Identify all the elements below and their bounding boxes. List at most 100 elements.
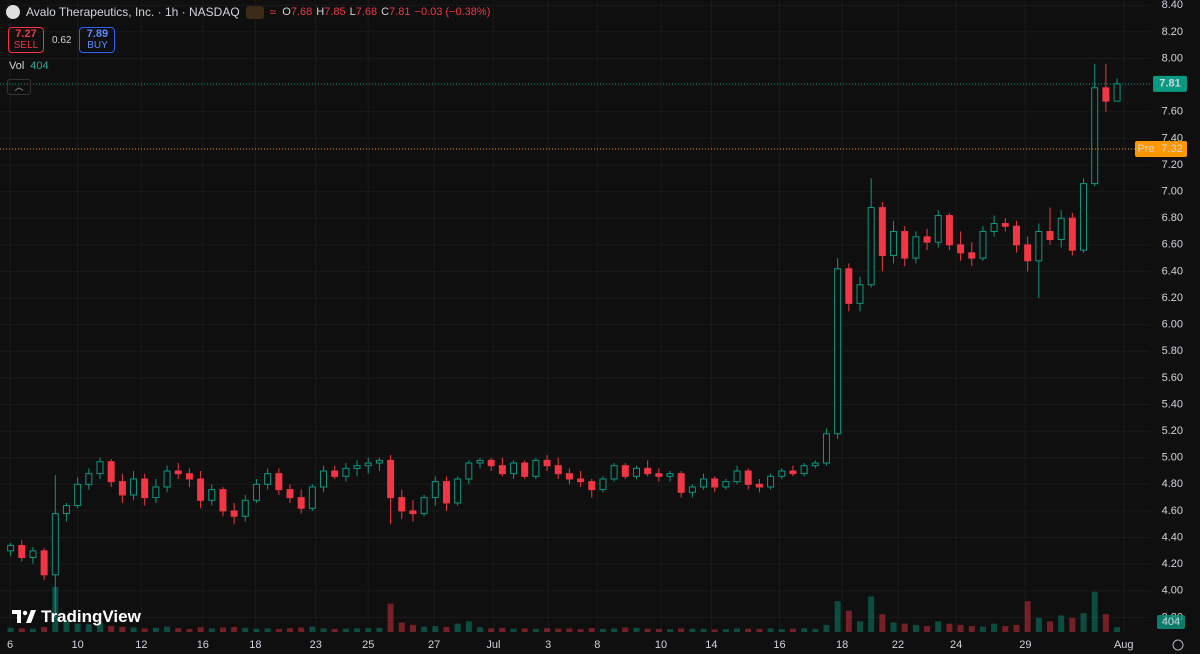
candle-body xyxy=(498,465,506,475)
ohlc-value: 7.81 xyxy=(389,6,411,18)
volume-bar xyxy=(63,621,70,632)
volume-bar xyxy=(599,628,606,632)
market-status-icon[interactable] xyxy=(245,5,264,19)
last-price-tag xyxy=(1153,75,1187,92)
candle-body xyxy=(1080,183,1088,251)
volume-bar xyxy=(253,628,260,632)
candle-body xyxy=(800,465,808,475)
x-tick-label: 6 xyxy=(7,639,13,651)
sell-button[interactable]: 7.27 SELL xyxy=(8,27,44,53)
volume-bar xyxy=(1080,613,1087,632)
candle-body xyxy=(152,486,160,499)
volume-bar xyxy=(119,627,126,632)
y-tick-label: 4.60 xyxy=(1162,505,1183,517)
candle-body xyxy=(554,465,562,475)
candle-body xyxy=(945,215,953,246)
y-tick-label: 6.60 xyxy=(1162,239,1183,251)
sell-price: 7.27 xyxy=(15,28,37,40)
candle-body xyxy=(398,497,406,512)
candle-body xyxy=(811,462,819,467)
spread: 0.62 xyxy=(52,34,72,46)
candle-body xyxy=(890,231,898,256)
y-tick-label: 5.20 xyxy=(1162,425,1183,437)
candle-body xyxy=(644,467,652,475)
candle-body xyxy=(387,459,395,499)
candle-body xyxy=(957,244,965,254)
volume-bar xyxy=(812,628,819,632)
candle-body xyxy=(968,252,976,259)
volume-bar xyxy=(924,626,931,632)
volume-bar xyxy=(901,623,908,632)
volume-bar xyxy=(510,628,517,632)
candle-body xyxy=(755,483,763,488)
candle-body xyxy=(364,462,372,467)
x-tick-label: 18 xyxy=(836,639,848,651)
volume-bar xyxy=(778,629,785,632)
candle-body xyxy=(677,473,685,493)
volume-bar xyxy=(354,628,361,632)
volume-bar xyxy=(633,627,640,632)
volume-bar xyxy=(1091,591,1098,632)
candle-body xyxy=(7,545,15,552)
volume-bar xyxy=(1114,627,1121,632)
candle-body xyxy=(543,459,551,467)
candle-body xyxy=(610,465,618,480)
logo-text: TradingView xyxy=(41,607,141,626)
data-delay-icon[interactable]: ≈ xyxy=(269,5,277,19)
volume-bar xyxy=(197,627,204,632)
volume-bar xyxy=(97,622,103,632)
collapse-button[interactable]: ︿ xyxy=(7,79,31,95)
ohlc-letter: O xyxy=(282,6,291,18)
settings-button[interactable] xyxy=(1172,639,1184,651)
ohlc-values: O7.68 H7.85 L7.68 C7.81 −0.03 (−0.38%) xyxy=(282,6,490,18)
volume-bar xyxy=(879,614,886,632)
candle-body xyxy=(264,473,272,485)
volume-bar xyxy=(41,627,48,632)
candle-body xyxy=(621,465,629,477)
ohlc-letter: C xyxy=(381,6,390,18)
volume-bar xyxy=(722,629,729,632)
volume-bar xyxy=(175,628,182,632)
buy-button[interactable]: 7.89 BUY xyxy=(79,27,116,53)
pre-market-name: Pre xyxy=(1137,143,1154,155)
candle-body xyxy=(1035,231,1043,262)
sell-label: SELL xyxy=(13,40,39,51)
volume-bar xyxy=(555,628,562,632)
volume-bar xyxy=(409,624,416,632)
volume-bar xyxy=(1047,621,1053,632)
volume-bar xyxy=(85,624,92,632)
candle-body xyxy=(197,478,205,501)
candle-body xyxy=(711,478,719,488)
candle-body xyxy=(208,489,216,501)
volume-bar xyxy=(577,629,584,632)
candle-body xyxy=(297,497,305,509)
volume-bar xyxy=(7,627,14,632)
candle-body xyxy=(1113,83,1121,102)
price-change: −0.03 (−0.38%) xyxy=(414,6,491,18)
candle-body xyxy=(1024,244,1032,262)
y-tick-label: 5.00 xyxy=(1162,452,1183,464)
candle-body xyxy=(465,462,473,480)
volume-bar xyxy=(1102,614,1109,632)
volume-bar xyxy=(387,603,394,632)
tradingview-logo: TradingView xyxy=(12,607,141,627)
volume-legend: Vol 404 xyxy=(9,60,49,72)
symbol-title[interactable]: Avalo Therapeutics, Inc. · 1h · NASDAQ xyxy=(26,5,240,19)
volume-bar xyxy=(532,628,539,632)
y-tick-label: 6.00 xyxy=(1162,319,1183,331)
y-tick-label: 8.00 xyxy=(1162,52,1183,64)
candle-body xyxy=(409,510,417,515)
candle-body xyxy=(476,459,484,464)
candle-body xyxy=(1068,217,1076,251)
volume-bar xyxy=(275,628,282,632)
y-tick-label: 8.20 xyxy=(1162,26,1183,38)
candle-body xyxy=(532,459,540,477)
volume-bar xyxy=(309,626,316,632)
last-price-label: 7.81 xyxy=(1159,78,1180,90)
volume-bar xyxy=(365,628,372,632)
volume-bar xyxy=(152,627,159,632)
y-tick-label: 4.80 xyxy=(1162,478,1183,490)
volume-bar xyxy=(611,628,618,632)
volume-bar xyxy=(1069,617,1076,632)
